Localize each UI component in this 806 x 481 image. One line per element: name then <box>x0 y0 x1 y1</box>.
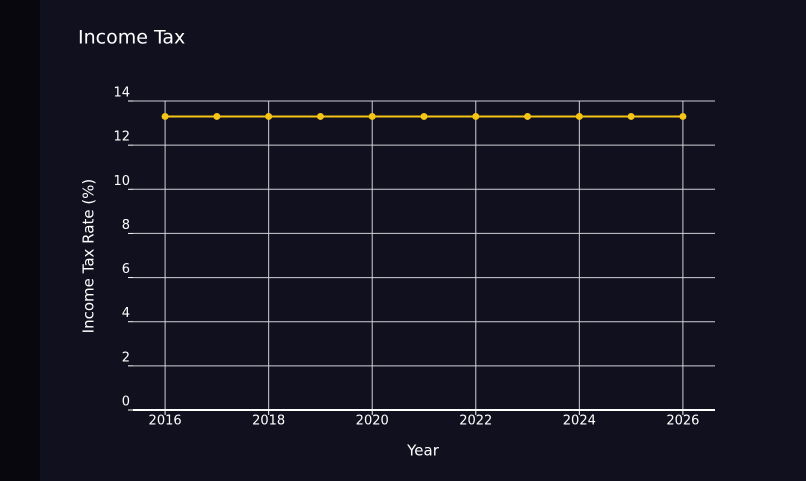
y-tick-label: 14 <box>113 86 130 101</box>
x-tick-label: 2022 <box>459 414 492 429</box>
y-tick-label: 8 <box>122 218 130 233</box>
side-strip <box>0 0 40 481</box>
data-point <box>265 112 273 120</box>
y-tick-label: 4 <box>122 306 130 321</box>
y-tick-label: 2 <box>122 350 130 365</box>
y-tick-label: 0 <box>122 395 130 410</box>
x-tick-label: 2018 <box>252 414 285 429</box>
x-tick-label: 2020 <box>356 414 389 429</box>
data-point <box>472 112 480 120</box>
x-tick-label: 2024 <box>563 414 596 429</box>
x-axis-label: Year <box>406 442 440 460</box>
data-point <box>524 112 532 120</box>
data-point <box>420 112 428 120</box>
data-point <box>575 112 583 120</box>
x-tick-label: 2016 <box>149 414 182 429</box>
y-axis-label: Income Tax Rate (%) <box>80 179 98 334</box>
data-point <box>627 112 635 120</box>
data-point <box>213 112 221 120</box>
x-tick-label: 2026 <box>666 414 699 429</box>
y-tick-label: 6 <box>122 262 130 277</box>
data-point <box>316 112 324 120</box>
chart-title: Income Tax <box>78 27 185 49</box>
y-tick-label: 10 <box>113 174 130 189</box>
data-point <box>679 112 687 120</box>
y-tick-label: 12 <box>113 130 130 145</box>
data-point <box>161 112 169 120</box>
data-point <box>368 112 376 120</box>
